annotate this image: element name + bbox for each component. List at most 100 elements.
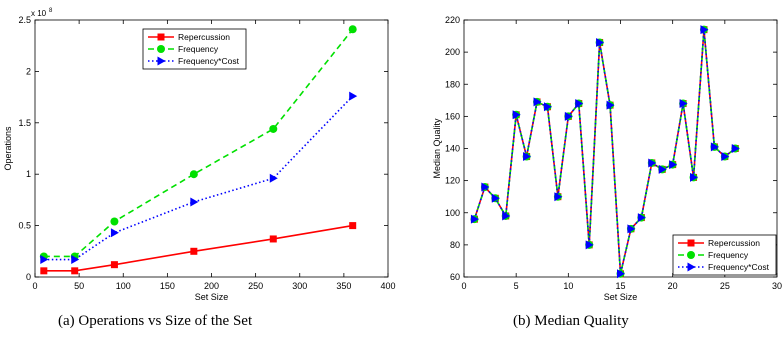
legend-marker-2: [687, 251, 695, 259]
data-point-series-3: [700, 25, 709, 35]
x-tick-label: 100: [116, 281, 131, 291]
data-point-series-3: [269, 173, 278, 183]
data-point-series-3: [606, 100, 615, 110]
x-tick-label: 10: [563, 281, 573, 291]
series-line-2: [473, 29, 736, 274]
x-tick-label: 50: [74, 281, 84, 291]
data-point-series-3: [648, 158, 657, 168]
data-point-series-2: [348, 25, 357, 34]
legend-marker-1: [157, 33, 165, 41]
chart-1-legend: Repercussion Frequency Frequency*Cost: [142, 28, 247, 70]
data-point-series-3: [71, 255, 80, 265]
data-point-series-3: [617, 269, 625, 279]
y-tick-label: 2: [26, 66, 31, 76]
data-point-series-3: [110, 228, 119, 238]
legend-label-1: Repercussion: [708, 238, 760, 248]
y-multiplier-exponent: 8: [49, 8, 53, 14]
data-point-series-3: [575, 99, 584, 109]
y-tick-label: 100: [445, 208, 460, 218]
data-point-series-3: [596, 37, 605, 47]
data-point-series-3: [190, 197, 199, 207]
y-tick-label: 1.5: [18, 118, 31, 128]
data-point-series-1: [71, 267, 79, 275]
x-tick-label: 5: [514, 281, 519, 291]
data-point-series-1: [349, 222, 357, 230]
data-point-series-3: [543, 102, 552, 112]
series-line-2: [43, 28, 354, 258]
x-tick-label: 150: [160, 281, 175, 291]
y-tick-label: 140: [445, 144, 460, 154]
legend-label-3: Frequency*Cost: [178, 56, 240, 66]
legend-marker-3: [157, 56, 166, 66]
y-tick-label: 0.5: [18, 221, 31, 231]
data-point-series-3: [512, 110, 521, 120]
data-point-series-3: [523, 152, 532, 162]
data-point-series-3: [637, 213, 646, 223]
chart-2: 0 5 10 15 20 25 30 60 80 100 120 140 160 180 200 220 Set…: [432, 15, 782, 302]
x-tick-label: 30: [772, 281, 782, 291]
y-multiplier: x 10: [31, 9, 47, 18]
series-line-1: [43, 224, 353, 272]
data-point-series-3: [481, 182, 490, 192]
data-point-series-1: [110, 261, 118, 269]
x-tick-label: 350: [336, 281, 351, 291]
data-point-series-1: [190, 247, 198, 255]
legend-label-3: Frequency*Cost: [708, 262, 770, 272]
x-tick-label: 200: [204, 281, 219, 291]
data-point-series-3: [502, 211, 511, 221]
series-line-3: [43, 95, 354, 261]
y-tick-label: 2.5: [18, 15, 31, 25]
y-axis-label: Median Quality: [432, 118, 442, 179]
x-tick-label: 25: [720, 281, 730, 291]
data-point-series-3: [721, 152, 730, 162]
x-tick-label: 0: [32, 281, 37, 291]
caption-right: (b) Median Quality: [513, 313, 629, 329]
data-point-series-3: [491, 193, 500, 203]
x-tick-label: 250: [248, 281, 263, 291]
legend-marker-1: [687, 239, 695, 247]
data-point-series-3: [554, 192, 563, 202]
y-tick-label: 220: [445, 15, 460, 25]
caption-left: (a) Operations vs Size of the Set: [58, 313, 253, 329]
x-tick-label: 300: [292, 281, 307, 291]
y-tick-label: 80: [450, 240, 460, 250]
x-axis-label: Set Size: [195, 292, 229, 302]
data-point-series-3: [40, 255, 49, 265]
x-tick-label: 400: [380, 281, 395, 291]
x-tick-label: 15: [615, 281, 625, 291]
y-tick-label: 120: [445, 176, 460, 186]
data-point-series-2: [269, 124, 278, 133]
data-point-series-3: [564, 111, 573, 121]
x-tick-label: 0: [461, 281, 466, 291]
data-point-series-3: [731, 144, 740, 153]
data-point-series-3: [690, 172, 699, 182]
chart-2-legend: Repercussion Frequency Frequency*Cost: [672, 234, 777, 276]
data-point-series-2: [189, 170, 198, 179]
y-tick-label: 1: [26, 169, 31, 179]
y-tick-label: 60: [450, 272, 460, 282]
data-point-series-3: [669, 160, 678, 170]
data-point-series-1: [40, 267, 48, 275]
data-point-series-3: [349, 91, 358, 101]
legend-marker-2: [157, 45, 165, 53]
x-tick-label: 20: [668, 281, 678, 291]
data-point-series-3: [710, 142, 719, 152]
data-point-series-3: [679, 99, 688, 109]
x-axis-label: Set Size: [604, 292, 638, 302]
y-tick-label: 200: [445, 47, 460, 57]
y-tick-label: 180: [445, 79, 460, 89]
legend-label-1: Repercussion: [178, 32, 230, 42]
y-tick-label: 160: [445, 111, 460, 121]
data-point-series-3: [585, 240, 594, 250]
chart-1: 0 50 100 150 200 250 300 350 400 0 0.5 1 1.5 2 2.5 Set …: [3, 8, 396, 302]
y-axis-label: Operations: [3, 126, 13, 171]
data-point-series-3: [533, 97, 542, 107]
data-point-series-2: [110, 217, 119, 226]
y-tick-label: 0: [26, 272, 31, 282]
data-point-series-3: [627, 224, 636, 234]
legend-label-2: Frequency: [178, 44, 219, 54]
data-point-series-1: [269, 235, 277, 243]
data-point-series-3: [658, 164, 667, 174]
data-point-series-3: [470, 214, 479, 224]
